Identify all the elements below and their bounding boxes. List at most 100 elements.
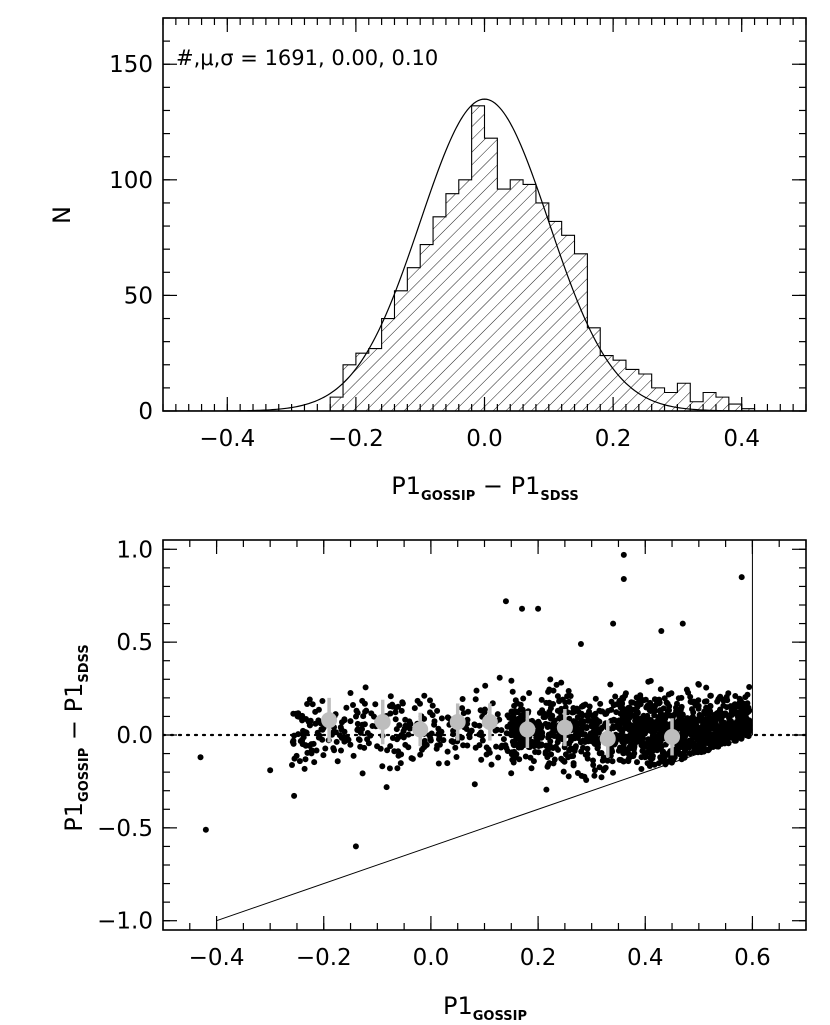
y-tick-label: 50 [124,283,153,309]
scatter-point [625,756,632,763]
scatter-point [647,750,653,756]
scatter-point [361,721,368,728]
scatter-point [623,721,630,728]
scatter-point [429,702,436,709]
scatter-point [544,754,551,761]
scatter-point [361,700,368,707]
scatter-point [343,704,350,711]
scatter-point [488,761,495,768]
scatter-point [702,737,709,744]
scatter-point [742,702,749,709]
x-tick-label: −0.4 [189,945,245,971]
scatter-point [291,792,298,799]
scatter-point [319,726,326,733]
scatter-point [545,762,552,768]
scatter-point [689,723,696,730]
scatter-point [554,693,561,700]
scatter-point [498,744,504,751]
histogram-plot-area [163,98,806,411]
scatter-point [197,754,204,761]
scatter-point [551,724,558,731]
scatter-point [725,721,731,728]
histogram-bar [510,179,524,411]
scatter-point [512,753,519,760]
scatter-point [661,695,668,702]
scatter-point [591,772,598,779]
scatter-point [679,620,686,627]
scatter-point [478,707,485,714]
scatter-point [472,696,479,703]
scatter-point [695,681,702,688]
gaussian-fit-curve [163,98,806,411]
scatter-point [584,751,591,757]
scatter-point [706,732,713,739]
scatter-point [468,727,475,734]
scatter-point [629,699,636,706]
scatter-point [319,698,326,704]
scatter-point [508,770,515,777]
scatter-point [605,708,612,714]
scatter-point [589,738,596,745]
histogram-bar [690,401,704,411]
scatter-point [511,740,518,747]
histogram-bar [368,348,382,411]
histogram-bar [664,392,678,411]
scatter-point [459,696,466,702]
scatter-point [713,740,720,747]
scatter-point [719,718,726,725]
scatter-panel: −0.4 −0.2 0.0 0.2 0.4 0.6 −1.0 −0.5 0.0 0.5 1.0 P1… [60,537,807,1024]
x-tick-label: −0.2 [296,945,352,971]
scatter-point [707,692,714,699]
scatter-point [596,764,603,771]
scatter-point [652,707,659,714]
scatter-point [589,717,596,724]
y-tick-label: 0 [138,399,153,425]
scatter-point [559,757,566,764]
scatter-point [573,705,580,712]
scatter-point [649,733,656,740]
scatter-point [620,576,627,582]
scatter-point [620,551,627,558]
scatter-point [732,693,739,699]
scatter-point [612,693,619,700]
histogram-bar [728,404,742,411]
y-tick-label: 150 [109,52,153,78]
scatter-point [428,730,435,737]
scatter-point [573,730,580,736]
scatter-point [396,722,403,729]
scatter-point [500,736,507,743]
scatter-point [319,736,326,743]
scatter-point [692,743,699,750]
scatter-point [545,721,552,728]
scatter-point [545,688,552,695]
scatter-point [408,755,415,762]
scatter-point [508,730,515,736]
scatter-point [550,687,557,694]
scatter-point [354,720,361,727]
histogram-ticks: −0.4 −0.2 0.0 0.2 0.4 0 50 100 150 [109,17,807,452]
scatter-point [724,697,731,704]
scatter-point [609,748,616,755]
scatter-point [539,707,546,714]
scatter-point [740,730,747,736]
histogram-bar [741,408,755,411]
scatter-point [312,720,319,727]
binned-mean-point [449,714,466,730]
scatter-point [703,704,710,711]
scatter-point [508,677,515,684]
histogram-x-axis-label: P1GOSSIP − P1SDSS [391,472,578,504]
scatter-point [387,693,394,700]
histogram-bar [355,353,369,411]
histogram-bar [625,369,639,411]
histogram-bar [497,189,511,411]
scatter-point [601,765,608,772]
histogram-bar [407,267,421,411]
histogram-bar [445,193,459,411]
scatter-point [616,726,623,732]
scatter-point [578,748,585,755]
scatter-point [509,688,516,695]
scatter-point [590,762,597,768]
scatter-point [689,706,695,713]
scatter-point [630,724,637,731]
scatter-point [728,712,735,718]
